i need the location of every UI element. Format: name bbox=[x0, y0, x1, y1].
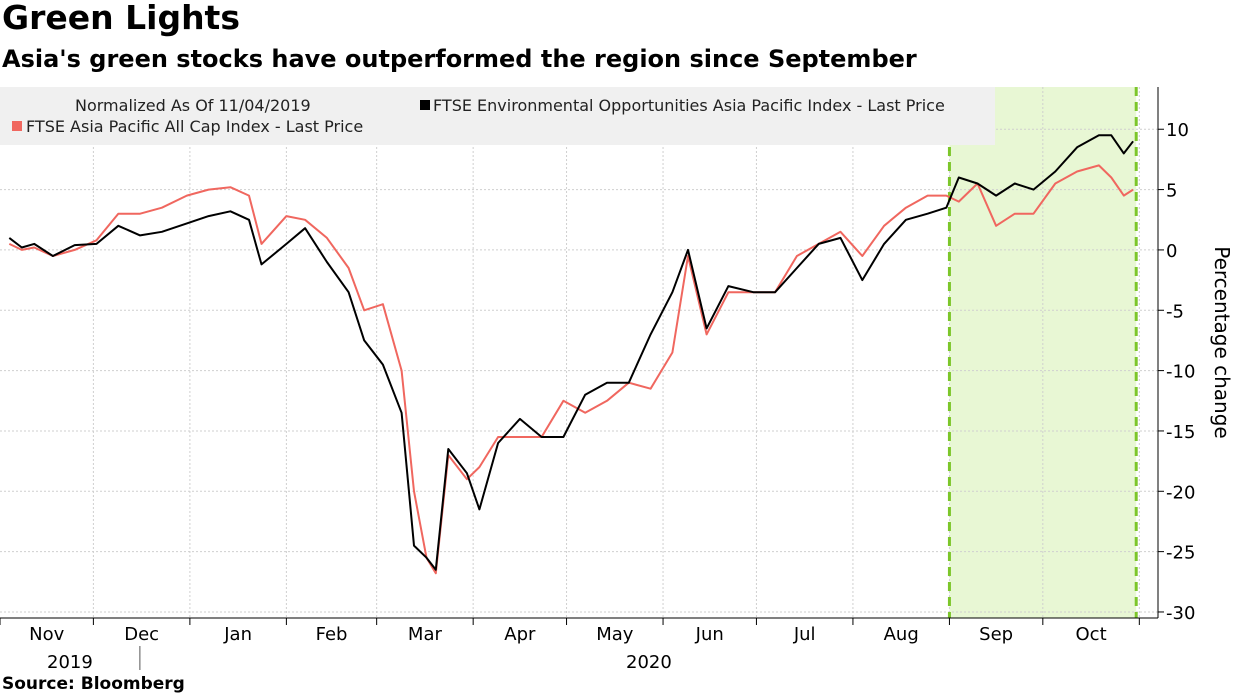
x-tick-label: Apr bbox=[504, 624, 536, 645]
y-tick-label: -10 bbox=[1166, 362, 1195, 383]
x-tick-label: Nov bbox=[29, 624, 64, 645]
x-axis: Nov Dec Jan Feb Mar Apr May Jun Jul Aug Sep Oct 2019… bbox=[0, 617, 1158, 673]
y-tick-label: -20 bbox=[1166, 482, 1195, 503]
y-axis: 10 5 0 -5 -10 -15 -20 -25 -30 bbox=[1157, 87, 1195, 624]
x-tick-label: Mar bbox=[408, 624, 443, 645]
year-label: 2020 bbox=[626, 652, 672, 673]
chart-title: Green Lights bbox=[2, 0, 240, 37]
series-line-environmental bbox=[8, 134, 1134, 571]
source-note: Source: Bloomberg bbox=[2, 674, 185, 694]
y-tick-label: 10 bbox=[1166, 120, 1189, 141]
series-group bbox=[8, 134, 1134, 575]
legend-note: Normalized As Of 11/04/2019 bbox=[75, 96, 311, 115]
legend-swatch-allcap bbox=[12, 121, 22, 131]
x-tick-label: Oct bbox=[1076, 624, 1107, 645]
x-tick-label: Sep bbox=[979, 624, 1013, 645]
legend-label-allcap: FTSE Asia Pacific All Cap Index - Last P… bbox=[26, 117, 363, 136]
legend: Normalized As Of 11/04/2019 FTSE Environ… bbox=[0, 87, 995, 145]
y-tick-label: -25 bbox=[1166, 543, 1195, 564]
x-tick-label: May bbox=[596, 624, 634, 645]
y-tick-label: -30 bbox=[1166, 603, 1195, 624]
legend-swatch-environmental bbox=[420, 100, 430, 110]
y-tick-label: 5 bbox=[1166, 181, 1177, 202]
y-axis-label: Percentage change bbox=[1210, 246, 1234, 438]
legend-label-environmental: FTSE Environmental Opportunities Asia Pa… bbox=[433, 96, 945, 115]
x-tick-label: Jan bbox=[223, 624, 252, 645]
series-line-allcap bbox=[8, 164, 1134, 575]
x-tick-label: Aug bbox=[884, 624, 919, 645]
x-tick-label: Feb bbox=[316, 624, 348, 645]
year-label: 2019 bbox=[47, 652, 93, 673]
y-tick-label: -15 bbox=[1166, 422, 1195, 443]
y-tick-label: 0 bbox=[1166, 241, 1177, 262]
y-tick-label: -5 bbox=[1166, 301, 1184, 322]
x-tick-label: Dec bbox=[124, 624, 159, 645]
chart-subtitle: Asia's green stocks have outperformed th… bbox=[2, 45, 917, 73]
legend-background bbox=[0, 87, 995, 145]
x-tick-label: Jun bbox=[695, 624, 724, 645]
x-tick-label: Jul bbox=[793, 624, 816, 645]
